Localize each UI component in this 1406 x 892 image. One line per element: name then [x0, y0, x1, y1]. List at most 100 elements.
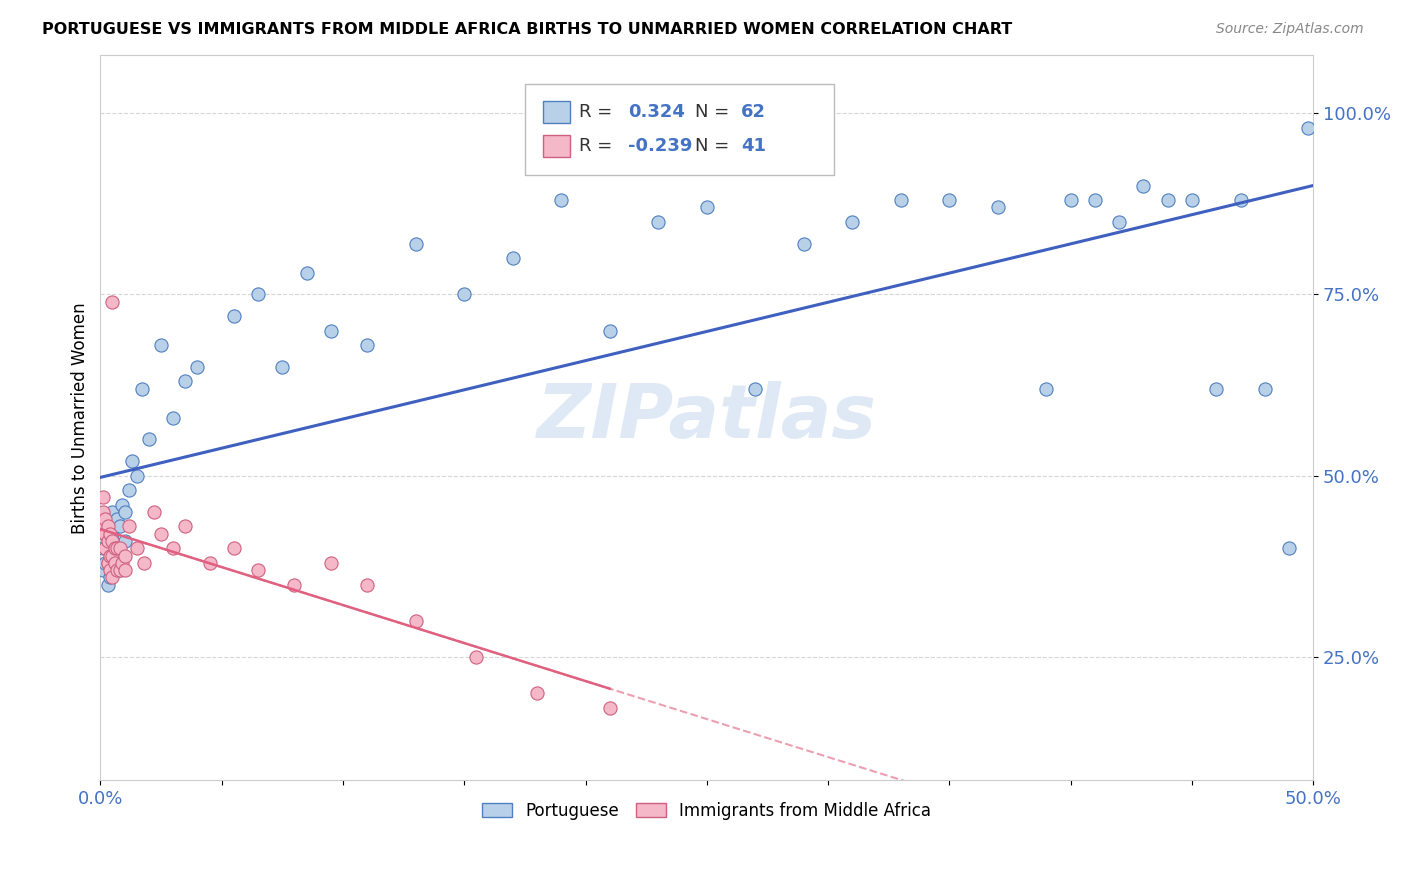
Point — [132, 556, 155, 570]
Point — [97, 533, 120, 548]
Point — [744, 382, 766, 396]
Point — [125, 468, 148, 483]
Point — [1132, 178, 1154, 193]
Point — [356, 338, 378, 352]
Point — [1298, 120, 1320, 135]
Point — [91, 505, 114, 519]
Point — [319, 556, 342, 570]
Point — [114, 505, 136, 519]
Text: ZIPatlas: ZIPatlas — [537, 381, 877, 454]
Point — [104, 519, 127, 533]
Point — [174, 519, 197, 533]
Point — [94, 512, 117, 526]
Point — [405, 236, 427, 251]
Point — [1035, 382, 1057, 396]
Point — [91, 563, 114, 577]
Point — [114, 563, 136, 577]
Point — [94, 526, 117, 541]
Point — [599, 324, 621, 338]
Point — [94, 556, 117, 570]
Point — [1254, 382, 1277, 396]
FancyBboxPatch shape — [543, 101, 569, 122]
Point — [101, 505, 124, 519]
Point — [97, 556, 120, 570]
Point — [356, 577, 378, 591]
Point — [105, 541, 128, 556]
Point — [91, 491, 114, 505]
Point — [121, 454, 143, 468]
Point — [793, 236, 815, 251]
Point — [550, 193, 572, 207]
Point — [97, 519, 120, 533]
Point — [1084, 193, 1107, 207]
Point — [1157, 193, 1180, 207]
Point — [162, 541, 184, 556]
Point — [94, 541, 117, 556]
Point — [114, 549, 136, 563]
FancyBboxPatch shape — [524, 84, 834, 175]
Point — [105, 563, 128, 577]
Point — [198, 556, 221, 570]
Point — [502, 251, 524, 265]
Point — [319, 324, 342, 338]
Point — [247, 287, 270, 301]
Point — [98, 563, 121, 577]
Point — [599, 700, 621, 714]
Point — [150, 526, 173, 541]
Point — [405, 614, 427, 628]
Text: 41: 41 — [741, 136, 766, 155]
Text: 62: 62 — [741, 103, 766, 120]
Point — [174, 375, 197, 389]
Text: R =: R = — [579, 136, 619, 155]
Point — [118, 519, 141, 533]
Point — [101, 526, 124, 541]
Point — [94, 526, 117, 541]
Point — [696, 201, 718, 215]
Point — [138, 433, 160, 447]
Point — [465, 650, 488, 665]
Text: N =: N = — [695, 103, 735, 120]
Point — [142, 505, 165, 519]
Point — [283, 577, 305, 591]
Point — [1205, 382, 1227, 396]
Point — [841, 215, 863, 229]
Point — [97, 556, 120, 570]
Point — [295, 266, 318, 280]
Point — [247, 563, 270, 577]
Point — [938, 193, 960, 207]
Point — [105, 541, 128, 556]
Point — [114, 533, 136, 548]
Text: N =: N = — [695, 136, 735, 155]
Point — [108, 563, 131, 577]
Point — [98, 570, 121, 584]
Point — [108, 541, 131, 556]
Point — [111, 556, 134, 570]
Point — [150, 338, 173, 352]
FancyBboxPatch shape — [543, 135, 569, 157]
Point — [125, 541, 148, 556]
Point — [91, 541, 114, 556]
Point — [98, 549, 121, 563]
Point — [162, 410, 184, 425]
Y-axis label: Births to Unmarried Women: Births to Unmarried Women — [72, 301, 89, 533]
Text: PORTUGUESE VS IMMIGRANTS FROM MIDDLE AFRICA BIRTHS TO UNMARRIED WOMEN CORRELATIO: PORTUGUESE VS IMMIGRANTS FROM MIDDLE AFR… — [42, 22, 1012, 37]
Point — [97, 526, 120, 541]
Legend: Portuguese, Immigrants from Middle Africa: Portuguese, Immigrants from Middle Afric… — [475, 795, 938, 826]
Point — [105, 512, 128, 526]
Point — [101, 570, 124, 584]
Point — [453, 287, 475, 301]
Point — [101, 549, 124, 563]
Point — [104, 556, 127, 570]
Point — [98, 541, 121, 556]
Text: 0.324: 0.324 — [628, 103, 685, 120]
Text: -0.239: -0.239 — [628, 136, 692, 155]
Point — [526, 686, 548, 700]
Point — [91, 519, 114, 533]
Point — [108, 563, 131, 577]
Point — [98, 512, 121, 526]
Point — [111, 498, 134, 512]
Text: R =: R = — [579, 103, 619, 120]
Point — [186, 359, 208, 374]
Point — [97, 577, 120, 591]
Point — [271, 359, 294, 374]
